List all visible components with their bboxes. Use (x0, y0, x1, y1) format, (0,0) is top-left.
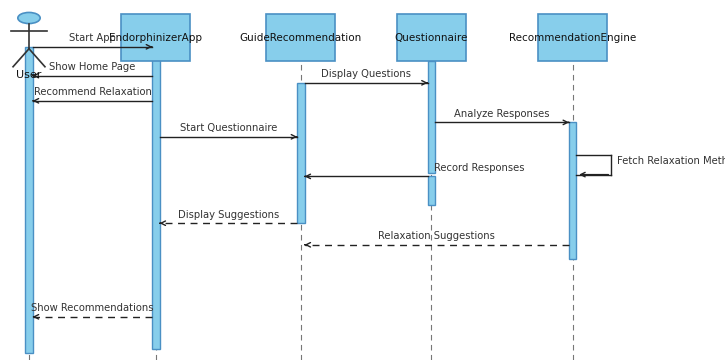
Text: Show Home Page: Show Home Page (49, 62, 136, 72)
Text: GuideRecommendation: GuideRecommendation (240, 33, 362, 43)
FancyBboxPatch shape (569, 122, 576, 259)
FancyBboxPatch shape (152, 47, 160, 349)
Text: Display Questions: Display Questions (321, 69, 411, 79)
Text: EndorphinizerApp: EndorphinizerApp (109, 33, 202, 43)
FancyBboxPatch shape (121, 14, 190, 61)
FancyBboxPatch shape (297, 83, 304, 223)
Text: Start Questionnaire: Start Questionnaire (180, 123, 277, 133)
FancyBboxPatch shape (428, 176, 435, 205)
Text: Relaxation Suggestions: Relaxation Suggestions (378, 231, 495, 241)
Text: Start App: Start App (69, 33, 116, 43)
Text: Recommend Relaxation: Recommend Relaxation (33, 87, 152, 97)
FancyBboxPatch shape (25, 47, 33, 353)
FancyBboxPatch shape (267, 14, 335, 61)
Text: Show Recommendations: Show Recommendations (31, 303, 154, 313)
FancyBboxPatch shape (397, 14, 465, 61)
Text: RecommendationEngine: RecommendationEngine (509, 33, 637, 43)
Text: Analyze Responses: Analyze Responses (455, 109, 550, 119)
Text: Questionnaire: Questionnaire (394, 33, 468, 43)
Text: User: User (16, 70, 41, 80)
Text: Record Responses: Record Responses (434, 163, 524, 173)
Text: Fetch Relaxation Methods: Fetch Relaxation Methods (617, 156, 725, 166)
Text: Display Suggestions: Display Suggestions (178, 210, 279, 220)
Circle shape (18, 13, 40, 23)
FancyBboxPatch shape (538, 14, 607, 61)
FancyBboxPatch shape (428, 61, 435, 173)
